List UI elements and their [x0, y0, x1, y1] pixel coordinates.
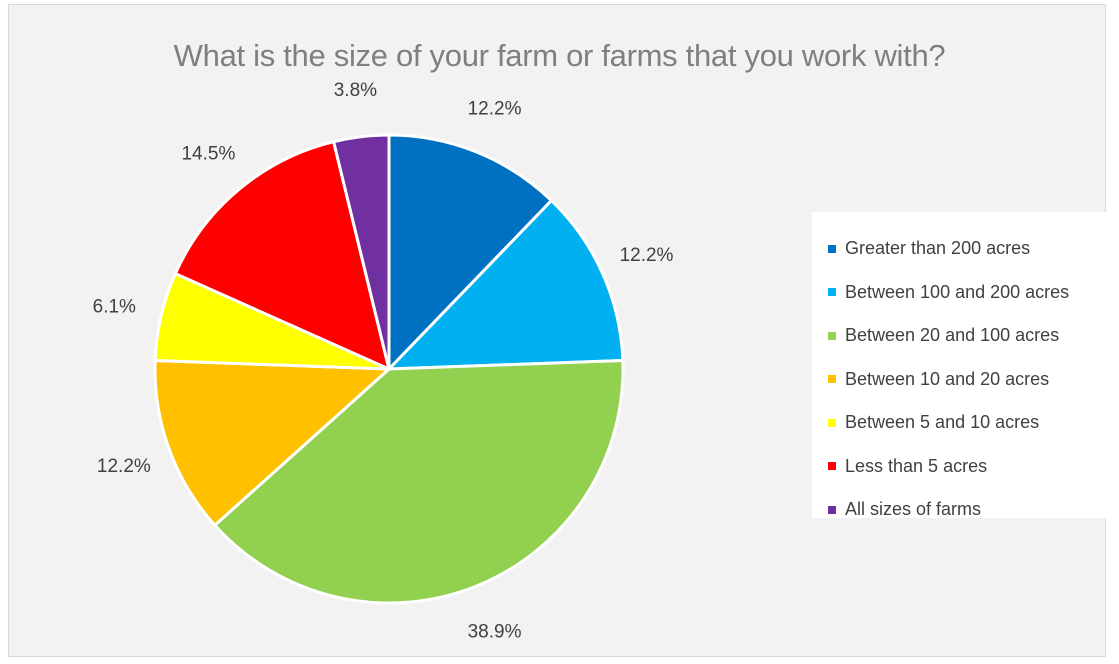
data-label: 12.2% [468, 99, 522, 120]
legend-label: Between 5 and 10 acres [845, 412, 1040, 433]
pie-slice [173, 140, 391, 371]
legend-swatch [828, 288, 836, 297]
legend-item: Between 5 and 10 acres [812, 401, 1118, 445]
data-label: 3.8% [334, 80, 377, 101]
legend-swatch [828, 505, 836, 514]
legend-label: All sizes of farms [845, 499, 982, 520]
legend-label: Greater than 200 acres [845, 238, 1031, 259]
legend-item: Between 100 and 200 acres [812, 271, 1118, 315]
legend-item: Less than 5 acres [812, 445, 1118, 489]
chart-legend: Greater than 200 acres Between 100 and 20… [812, 212, 1118, 519]
legend-item: Greater than 200 acres [812, 227, 1118, 271]
data-label: 12.2% [97, 456, 151, 477]
legend-item: Between 20 and 100 acres [812, 314, 1118, 358]
legend-swatch [828, 418, 836, 427]
pie-slice [387, 199, 625, 371]
legend-swatch [828, 244, 836, 253]
legend-item: All sizes of farms [812, 488, 1118, 532]
legend-label: Less than 5 acres [845, 455, 988, 476]
legend-swatch [828, 462, 836, 471]
pie-slice [213, 359, 625, 605]
data-label: 12.2% [620, 245, 674, 266]
legend-swatch [828, 331, 836, 340]
data-label: 38.9% [468, 621, 522, 642]
pie-slice [153, 359, 391, 527]
legend-swatch [828, 375, 836, 384]
data-label: 6.1% [93, 296, 136, 317]
pie-slice [332, 133, 391, 371]
chart-title: What is the size of your farm or farms t… [173, 38, 946, 73]
legend-item: Between 10 and 20 acres [812, 358, 1118, 402]
legend-label: Between 100 and 200 acres [845, 281, 1070, 302]
pie-slice [387, 133, 553, 371]
legend-label: Between 20 and 100 acres [845, 325, 1060, 346]
legend-label: Between 10 and 20 acres [845, 368, 1050, 389]
data-label: 14.5% [181, 143, 235, 164]
